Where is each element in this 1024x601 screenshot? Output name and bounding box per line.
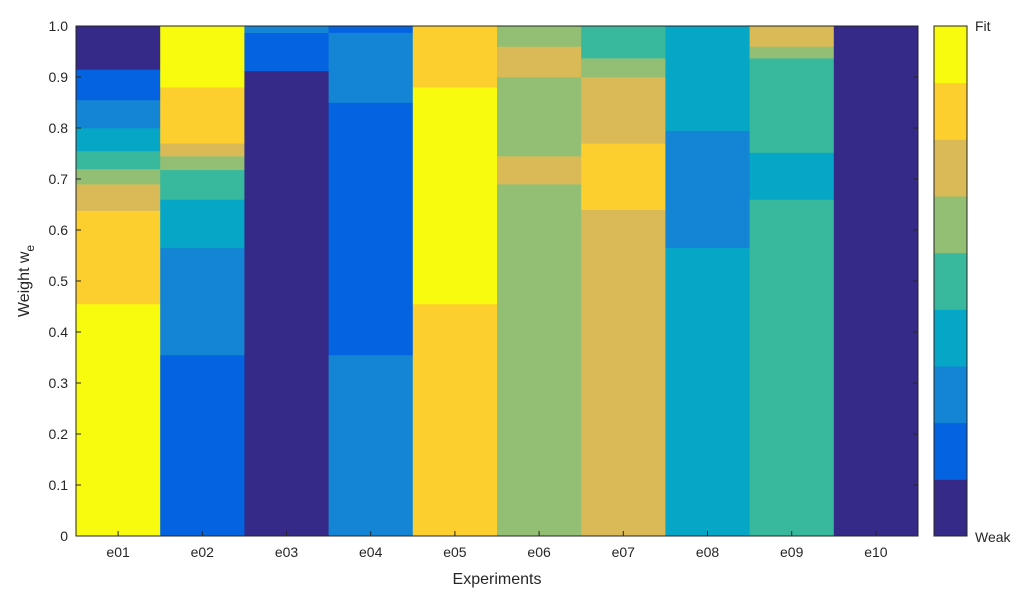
y-tick-label: 0.1 [49,477,69,493]
x-tick-label: e09 [780,544,804,560]
bar-segment-e02-5 [160,156,245,171]
bars-layer [76,26,919,537]
x-tick-label: e08 [696,544,720,560]
colorbar-swatch [934,139,967,197]
bar-segment-e09-4 [749,46,835,59]
bar-segment-e01-6 [76,128,161,152]
x-tick-label: e07 [612,544,636,560]
x-axis: e01 e02 e03 e04 e05 e06 e07 e08 e09 e10 [106,531,888,560]
x-tick-label: e01 [106,544,130,560]
y-tick-label: 0.3 [49,375,69,391]
bar-segment-e08-2 [665,130,751,249]
bar-segment-e03-3 [244,26,330,33]
bar-segment-e01-8 [76,69,161,101]
bar-segment-e02-2 [160,247,245,356]
bar-segment-e04-4 [328,26,414,33]
colorbar-swatch [934,196,967,254]
bar-segment-e01-9 [76,26,161,70]
y-tick-label: 0 [60,528,68,544]
bar-segment-e01-2 [76,210,161,305]
bar-segment-e02-4 [160,169,245,200]
bar-segment-e10-1 [833,26,919,537]
colorbar-swatch [934,26,967,84]
y-axis-title-subscript: e [23,245,37,252]
colorbar [933,25,968,537]
x-tick-label: e03 [275,544,299,560]
colorbar-frame [933,25,968,537]
bar-segment-e07-3 [581,77,666,144]
y-tick-label: 0.7 [49,171,69,187]
bar-segment-e04-2 [328,102,414,356]
bar-segment-e01-4 [76,168,161,185]
bar-segment-e06-3 [497,77,582,157]
bar-segment-e08-1 [665,247,751,537]
bar-segment-e09-2 [749,152,835,200]
y-tick-label: 0.4 [49,324,69,340]
y-axis: 0 0.1 0.2 0.3 0.4 0.5 0.6 0.7 0.8 0.9 1.0 [49,18,918,544]
bar-segment-e02-8 [160,26,245,88]
bar-segment-e06-2 [497,156,582,185]
y-tick-label: 0.9 [49,69,69,85]
bar-segment-e07-4 [581,58,666,78]
bar-segment-e05-2 [412,87,498,305]
x-tick-label: e05 [443,544,467,560]
y-axis-title-main: Weight w [16,251,33,317]
colorbar-swatch [934,82,967,140]
bar-segment-e08-3 [665,26,751,131]
y-axis-title: Weight we [16,245,37,318]
colorbar-swatch [934,422,967,480]
bar-segment-e03-1 [244,70,330,537]
x-tick-label: e02 [191,544,215,560]
bar-segment-e05-1 [412,303,498,537]
y-tick-label: 0.5 [49,273,69,289]
bar-segment-e03-2 [244,32,330,72]
y-tick-label: 0.6 [49,222,69,238]
bar-segment-e01-7 [76,99,161,129]
bar-segment-e07-5 [581,26,666,59]
colorbar-swatch [934,479,967,537]
bar-segment-e02-7 [160,87,245,144]
colorbar-swatch [934,309,967,367]
x-tick-label: e04 [359,544,383,560]
x-tick-label: e10 [864,544,888,560]
bar-segment-e01-1 [76,303,161,537]
bar-segment-e06-1 [497,184,582,537]
x-axis-title: Experiments [453,571,542,588]
colorbar-top-label: Fit [975,18,991,34]
bar-segment-e04-1 [328,354,414,537]
colorbar-bottom-label: Weak [975,529,1012,545]
bar-segment-e05-3 [412,26,498,88]
y-tick-label: 0.2 [49,426,69,442]
bar-segment-e01-5 [76,150,161,170]
y-tick-label: 0.8 [49,120,69,136]
bar-segment-e07-1 [581,209,666,537]
bar-segment-e06-5 [497,26,582,47]
bar-segment-e02-6 [160,143,245,157]
bar-segment-e02-1 [160,354,245,537]
bar-segment-e07-2 [581,143,666,210]
bar-segment-e09-3 [749,58,835,153]
bar-segment-e04-3 [328,32,414,103]
colorbar-swatch [934,366,967,424]
y-tick-label: 1.0 [49,18,69,34]
bar-segment-e01-3 [76,184,161,211]
bar-segment-e02-3 [160,199,245,249]
bar-segment-e06-4 [497,46,582,78]
colorbar-swatch [934,252,967,310]
bar-segment-e09-5 [749,26,835,47]
x-tick-label: e06 [527,544,551,560]
bar-segment-e09-1 [749,199,835,537]
